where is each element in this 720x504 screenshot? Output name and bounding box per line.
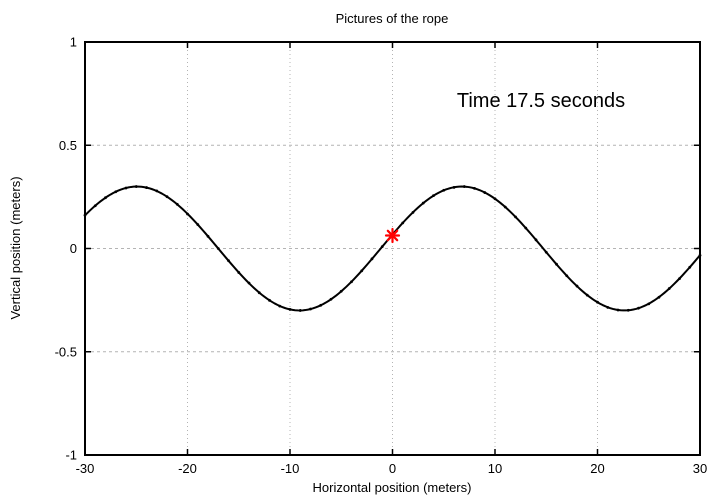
- rope-point-dot: [626, 308, 630, 312]
- x-tick-label: 10: [488, 461, 502, 476]
- x-tick-label: -20: [178, 461, 197, 476]
- rope-point-dot: [124, 186, 128, 190]
- rope-point-dot: [93, 204, 97, 208]
- rope-point-dot: [206, 234, 210, 238]
- rope-point-dot: [698, 253, 702, 257]
- rope-point-dot: [134, 185, 138, 188]
- y-axis-label: Vertical position (meters): [8, 176, 23, 319]
- rope-point-dot: [432, 194, 435, 198]
- rope-point-dot: [606, 305, 610, 309]
- chart-title: Pictures of the rope: [336, 11, 449, 26]
- rope-point-dot: [647, 302, 651, 306]
- grid-layer: [85, 42, 700, 455]
- rope-point-dot: [452, 185, 456, 189]
- x-tick-label: 20: [590, 461, 604, 476]
- rope-point-dot: [114, 190, 118, 194]
- rope-point-dot: [421, 201, 425, 205]
- rope-point-dot: [155, 189, 159, 193]
- y-tick-label: 0.5: [59, 138, 77, 153]
- rope-point-dot: [298, 309, 302, 312]
- rope-point-dot: [278, 304, 282, 308]
- y-tick-label: 1: [70, 35, 77, 50]
- tracked-point-asterisk: [386, 229, 399, 242]
- rope-point-dot: [237, 271, 241, 274]
- rope-point-dot: [688, 265, 692, 269]
- rope-point-dot: [186, 212, 189, 216]
- rope-point-dot: [309, 307, 312, 311]
- rope-point-dot: [565, 274, 569, 278]
- rope-point-dot: [575, 284, 579, 288]
- rope-point-dot: [585, 293, 589, 297]
- rope-point-dot: [544, 250, 548, 254]
- rope-point-dot: [514, 215, 517, 219]
- rope-point-dot: [196, 223, 200, 226]
- y-tick-label: -1: [65, 448, 77, 463]
- rope-point-dot: [401, 221, 405, 225]
- y-tick-label: 0: [70, 241, 77, 256]
- rope-point-dot: [83, 213, 87, 217]
- rope-point-dot: [411, 210, 415, 214]
- rope-point-dot: [288, 308, 292, 311]
- rope-point-dot: [483, 191, 487, 194]
- rope-point-dot: [462, 185, 466, 188]
- rope-point-dot: [145, 186, 148, 189]
- time-annotation: Time 17.5 seconds: [457, 90, 625, 112]
- rope-point-dot: [247, 281, 251, 285]
- rope-point-dot: [678, 277, 681, 281]
- rope-point-dot: [319, 303, 323, 307]
- rope-point-dot: [216, 247, 220, 250]
- rope-point-dot: [350, 280, 353, 284]
- x-axis-label: Horizontal position (meters): [313, 480, 472, 495]
- rope-point-dot: [380, 245, 384, 249]
- x-tick-label: -10: [281, 461, 300, 476]
- x-tick-label: -30: [76, 461, 95, 476]
- rope-point-dot: [268, 298, 271, 302]
- rope-point-dot: [165, 195, 169, 199]
- rope-point-dot: [524, 226, 528, 230]
- rope-point-dot: [667, 287, 671, 290]
- tick-layer: [84, 41, 701, 456]
- tick-label-layer: -30 -20 -10 0 10 20 30 -1 -0.5 0 0.5 1: [55, 35, 708, 477]
- rope-point-dot: [104, 196, 107, 200]
- rope-point-dot: [442, 188, 446, 192]
- rope-point-dot: [360, 269, 364, 273]
- rope-point-dot: [596, 300, 599, 304]
- rope-point-dot: [257, 291, 261, 295]
- rope-point-dot: [534, 238, 538, 242]
- rope-point-dot: [370, 257, 374, 261]
- rope-point-dot: [616, 308, 620, 312]
- rope-point-dot: [329, 297, 333, 301]
- x-tick-label: 30: [693, 461, 707, 476]
- rope-point-dot: [637, 306, 640, 310]
- rope-point-dot: [555, 262, 558, 266]
- rope-point-dot: [503, 205, 507, 209]
- x-tick-label: 0: [389, 461, 396, 476]
- rope-point-dot: [493, 197, 497, 201]
- y-tick-label: -0.5: [55, 344, 77, 359]
- rope-point-dot: [473, 187, 476, 190]
- tracked-point-layer: [384, 227, 401, 244]
- rope-point-dot: [339, 289, 343, 293]
- rope-point-dot: [227, 259, 230, 263]
- rope-point-dot: [175, 202, 179, 206]
- rope-point-dot: [657, 295, 661, 299]
